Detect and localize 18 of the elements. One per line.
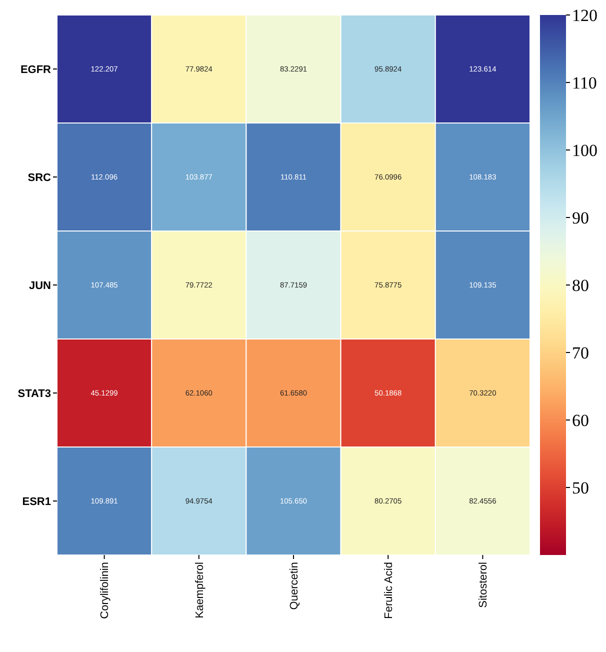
color-bar-label: 100 [572,140,598,160]
color-bar-label: 70 [572,343,589,362]
color-bar-label: 120 [572,6,598,25]
x-tick-label: Corylifolinin [99,562,112,619]
y-tick-label: ESR1 [22,496,51,508]
y-tick-label: SRC [28,172,52,184]
color-bar-label: 50 [572,478,589,498]
x-tick-label: Kaempferol [194,562,206,618]
x-tick-label: Quercetin [288,562,300,610]
color-bar-label: 80 [572,276,589,295]
y-tick-label: STAT3 [18,388,51,400]
y-tick-label: EGFR [20,64,52,76]
color-bar-label: 110 [572,73,597,92]
color-bar-label: 60 [572,410,589,430]
y-tick-label: JUN [28,280,52,292]
x-tick-label: Ferulic Acid [382,562,395,619]
color-bar-label: 90 [572,208,589,228]
x-tick-label: Sitosterol [478,562,490,608]
